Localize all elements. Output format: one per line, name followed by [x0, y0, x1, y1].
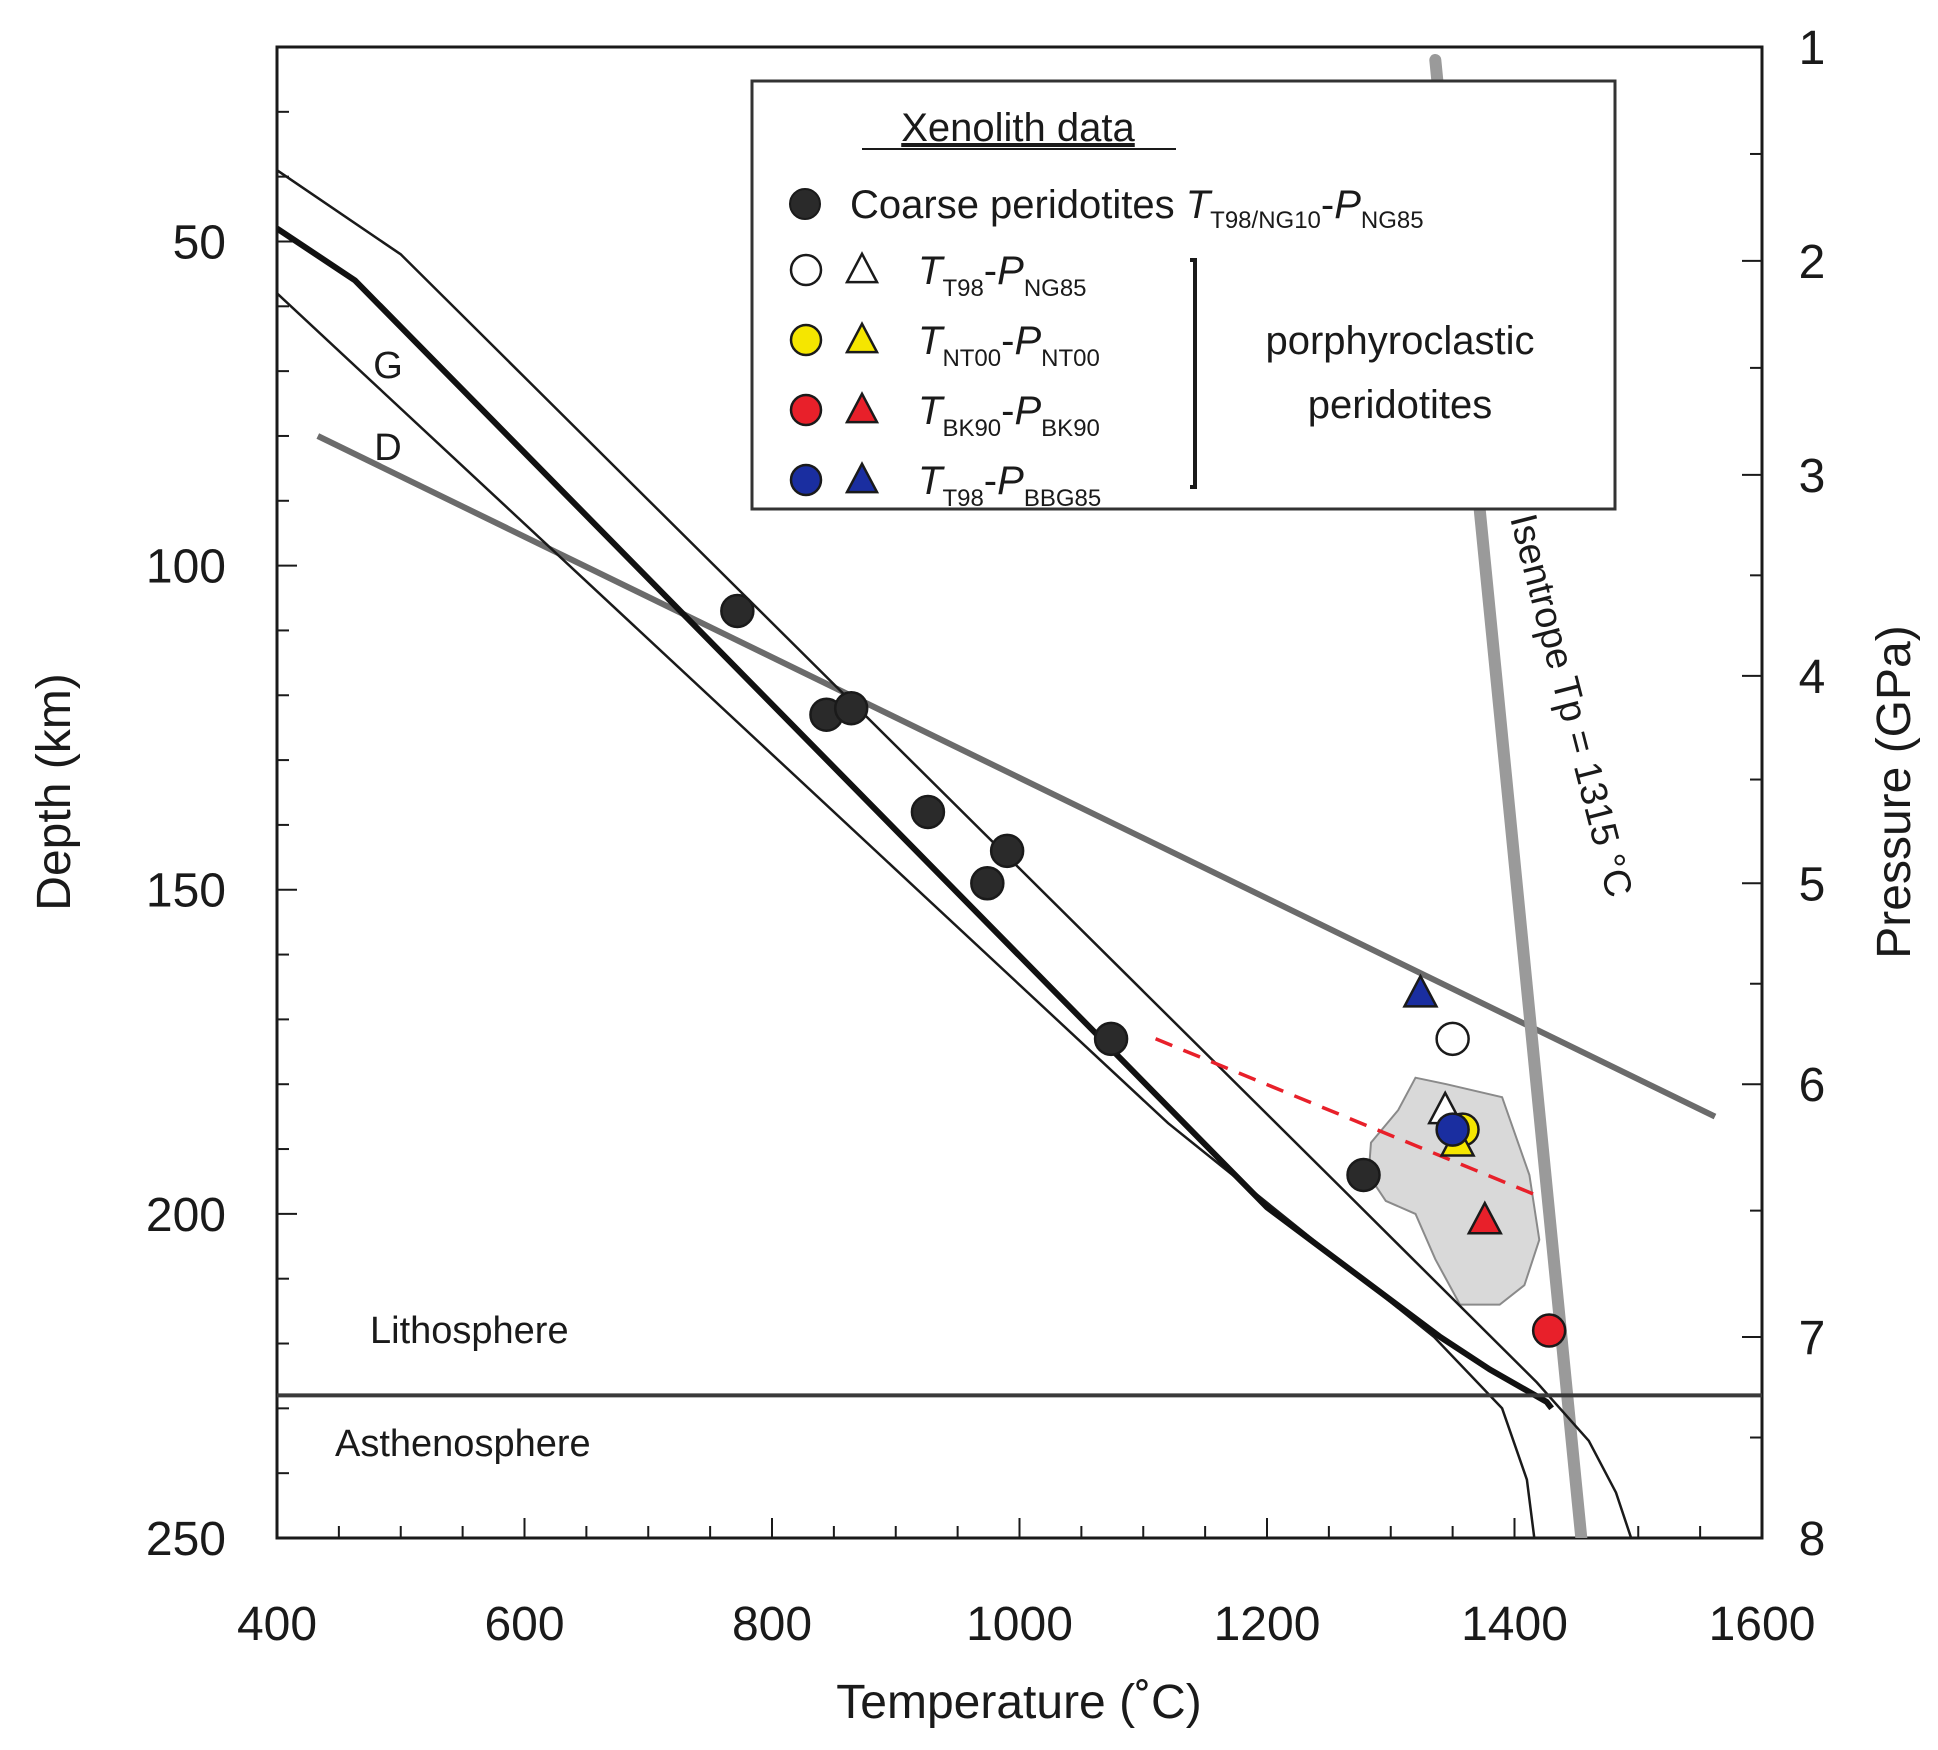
pressure-tick-label: 2 — [1799, 236, 1826, 289]
legend-row-label: TNT00-PNT00 — [918, 319, 1100, 372]
depth-tick-labels: 50 100 150 200 250 — [146, 216, 226, 1566]
legend-porph-line1: porphyroclastic — [1265, 319, 1534, 363]
legend-bracket — [1190, 258, 1197, 489]
depth-tick-label: 50 — [173, 216, 226, 269]
legend-triangle-marker — [844, 391, 880, 424]
x-tick-labels: 400 600 800 1000 1200 1400 1600 — [237, 1598, 1815, 1651]
legend: Xenolith data Coarse peridotites TT98/NG… — [750, 79, 1617, 512]
x-tick-label: 1200 — [1214, 1598, 1321, 1651]
geotherm-upper-bound — [277, 169, 1633, 1538]
pressure-tick-labels: 1 2 3 4 5 6 7 8 — [1799, 22, 1826, 1566]
data-point — [970, 866, 1005, 901]
isentrope-label: Isentrope Tp = 1315 °C — [1501, 510, 1640, 902]
red-dashed-trend — [1154, 1037, 1535, 1197]
diamond-label: D — [374, 427, 401, 469]
data-point — [720, 593, 755, 629]
legend-porphyroclastic-rows: TT98-PNG85 TNT00-PNT00 TBK90-PBK90 TT98-PBB… — [789, 249, 1101, 512]
legend-triangle-marker — [844, 251, 880, 284]
x-tick-label: 800 — [732, 1598, 812, 1651]
legend-circle-marker — [789, 253, 823, 287]
data-point — [1093, 1021, 1129, 1057]
data-point — [1435, 1021, 1470, 1057]
data-point — [1466, 1200, 1503, 1235]
porphyroclastic-field — [1367, 1076, 1541, 1306]
x-tick-label: 1400 — [1461, 1598, 1568, 1651]
x-tick-label: 1000 — [966, 1598, 1073, 1651]
legend-title: Xenolith data — [901, 106, 1135, 150]
data-point — [989, 833, 1025, 869]
legend-row-label: TBK90-PBK90 — [918, 389, 1100, 442]
geotherm-best-fit — [277, 226, 1554, 1411]
right-axis-title: Pressure (GPa) — [1868, 625, 1921, 958]
depth-tick-label: 250 — [146, 1513, 226, 1566]
asthenosphere-label: Asthenosphere — [335, 1423, 591, 1465]
depth-tick-label: 100 — [146, 541, 226, 594]
legend-coarse-marker — [789, 188, 821, 220]
pressure-tick-label: 5 — [1799, 858, 1826, 911]
legend-circle-marker — [789, 463, 823, 497]
data-point — [1435, 1112, 1470, 1147]
data-point — [910, 794, 946, 830]
lithosphere-label: Lithosphere — [370, 1310, 569, 1352]
pressure-tick-label: 1 — [1799, 22, 1826, 75]
legend-row-label: TT98-PNG85 — [918, 249, 1087, 302]
legend-triangle-marker — [844, 321, 880, 354]
depth-tick-label: 200 — [146, 1189, 226, 1242]
data-points — [720, 593, 1567, 1348]
data-point — [1346, 1157, 1381, 1193]
depth-tick-label: 150 — [146, 865, 226, 918]
x-tick-label: 1600 — [1709, 1598, 1816, 1651]
x-axis-title: Temperature (˚C) — [836, 1676, 1201, 1729]
data-point — [1402, 973, 1439, 1008]
legend-porph-line2: peridotites — [1308, 383, 1493, 427]
pressure-tick-label: 7 — [1799, 1312, 1826, 1365]
pressure-tick-label: 4 — [1799, 651, 1826, 704]
legend-circle-marker — [789, 323, 823, 357]
x-tick-label: 400 — [237, 1598, 317, 1651]
pressure-tick-label: 3 — [1799, 450, 1826, 503]
x-tick-label: 600 — [484, 1598, 564, 1651]
data-point — [1531, 1313, 1567, 1348]
pressure-tick-label: 6 — [1799, 1059, 1826, 1112]
legend-box — [750, 79, 1617, 511]
legend-row-label: TT98-PBBG85 — [918, 459, 1101, 512]
legend-triangle-marker — [844, 461, 880, 494]
graphite-label: G — [373, 345, 403, 387]
data-point — [833, 690, 869, 726]
geotherm-lower-bound — [277, 292, 1536, 1538]
pressure-tick-label: 8 — [1799, 1513, 1826, 1566]
left-axis-title: Depth (km) — [28, 673, 81, 910]
legend-coarse-label: Coarse peridotites TT98/NG10-PNG85 — [850, 183, 1424, 234]
legend-circle-marker — [789, 393, 823, 427]
